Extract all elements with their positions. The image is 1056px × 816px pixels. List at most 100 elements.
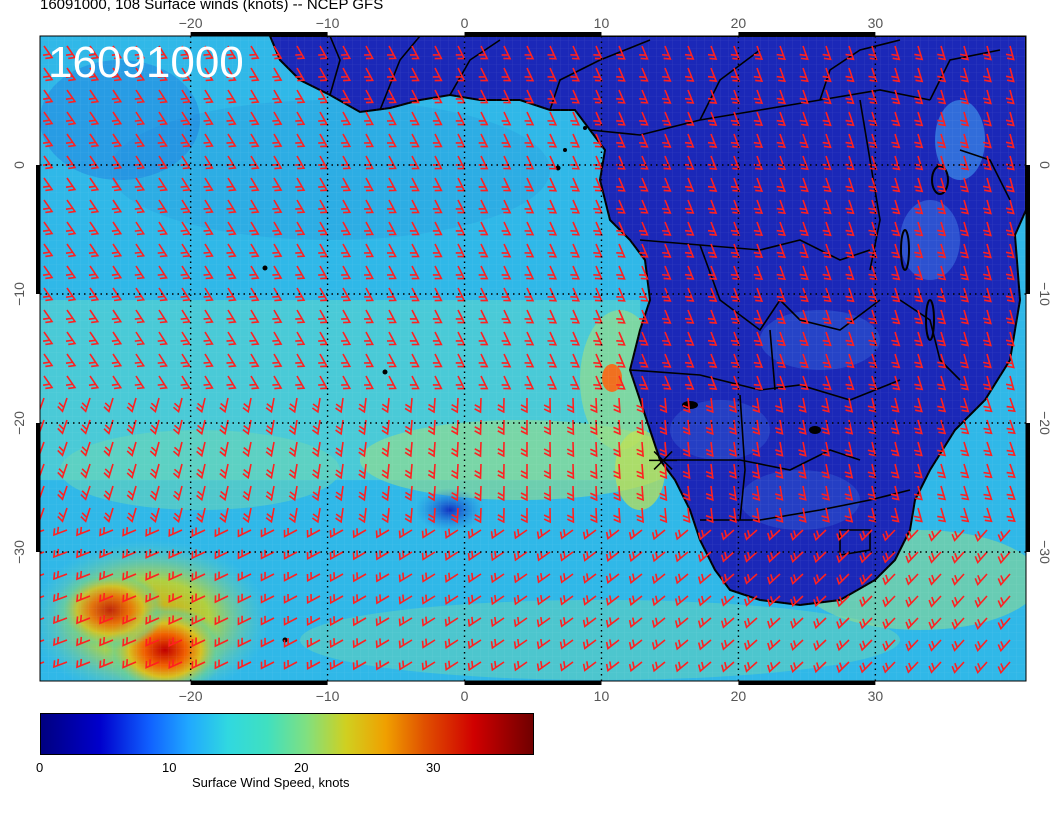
wind-barb: [951, 551, 965, 564]
wind-barb: [559, 573, 574, 584]
wind-barb: [914, 265, 924, 281]
wind-barb: [103, 441, 114, 457]
wind-barb: [478, 375, 489, 390]
wind-barb: [605, 639, 620, 650]
wind-barb: [822, 221, 832, 237]
wind-barb: [99, 549, 114, 559]
wind-barb: [242, 441, 252, 458]
wind-barb: [628, 573, 643, 585]
wind-barb: [776, 133, 786, 149]
wind-barb: [570, 111, 580, 126]
map-title: 16091000, 108 Surface winds (knots) -- N…: [40, 0, 384, 13]
wind-barb: [982, 265, 992, 281]
wind-barb: [636, 507, 644, 524]
wind-barb: [404, 441, 413, 458]
wind-barb: [432, 287, 443, 302]
wind-barb: [659, 507, 668, 524]
wind-barb: [65, 177, 77, 192]
wind-barb: [705, 463, 714, 480]
wind-barb: [937, 287, 947, 303]
wind-barb: [88, 221, 100, 236]
wind-barb: [776, 67, 786, 83]
wind-barb: [478, 265, 489, 280]
wind-barb: [80, 463, 91, 479]
wind-barb: [891, 331, 901, 347]
wind-barb: [868, 133, 878, 149]
wind-barb: [616, 287, 626, 302]
wind-barb: [559, 639, 574, 650]
wind-barb: [707, 133, 718, 148]
wind-barb: [283, 615, 298, 626]
wind-barb: [547, 287, 558, 302]
colorbar-tick-20: 20: [294, 760, 309, 775]
wind-barb: [432, 375, 443, 390]
wind-barb: [799, 89, 809, 105]
wind-barb: [409, 199, 420, 214]
wind-barb: [662, 353, 672, 368]
wind-barb: [180, 111, 191, 126]
wind-barb: [444, 572, 459, 583]
wind-barb: [76, 658, 91, 669]
wind-barb: [639, 353, 649, 368]
wind-barb: [543, 485, 551, 502]
wind-barb: [891, 309, 901, 325]
wind-barb: [684, 331, 695, 346]
wind-barb: [524, 309, 535, 324]
wind-barb: [937, 331, 947, 347]
wind-barb: [822, 67, 832, 83]
wind-barb: [822, 331, 832, 347]
wind-barb: [57, 463, 68, 479]
wind-barb: [398, 594, 413, 605]
wind-barb: [478, 331, 489, 346]
wind-barb: [844, 441, 854, 457]
wind-barb: [799, 111, 809, 127]
wind-barb: [157, 353, 168, 368]
wind-barb: [122, 615, 137, 625]
wind-barb: [520, 463, 528, 480]
wind-barb: [662, 287, 672, 302]
wind-barb: [168, 659, 183, 670]
wind-barb: [868, 177, 878, 193]
wind-barb: [868, 89, 878, 105]
wind-barb: [798, 419, 807, 435]
wind-barb: [157, 89, 168, 104]
wind-barb: [937, 265, 947, 281]
wind-barb: [753, 199, 764, 215]
wind-barb: [242, 463, 252, 480]
wind-barb: [753, 331, 764, 347]
wind-barb: [341, 177, 352, 192]
wind-barb: [364, 45, 374, 60]
wind-barb: [214, 659, 229, 670]
wind-barb: [219, 441, 229, 458]
wind-barb: [882, 617, 896, 630]
wind-barb: [753, 67, 764, 83]
axis-tick-labels: −20 −20 −10 −10 0 0 10 10 20 20 30 30 0 0 −10 −10 −20 −20…: [11, 15, 1053, 704]
wind-barb: [890, 441, 900, 457]
wind-barb: [65, 67, 77, 82]
wind-barb: [589, 419, 598, 436]
wind-barb: [651, 529, 666, 541]
wind-barb: [65, 133, 77, 148]
wind-barb: [260, 549, 275, 560]
wind-barb: [982, 111, 992, 127]
wind-barb: [283, 549, 298, 560]
wind-barb: [582, 529, 597, 540]
wind-barb: [605, 529, 620, 540]
wind-barb: [867, 507, 877, 523]
wind-barb: [335, 463, 344, 480]
wind-barb: [674, 661, 689, 673]
wind-barb: [311, 463, 321, 480]
wind-barb: [753, 133, 764, 149]
wind-barb: [890, 463, 900, 479]
wind-barb: [960, 243, 970, 259]
lat-tick-label: −10: [11, 282, 27, 306]
wind-barb: [868, 67, 878, 83]
wind-barb: [753, 111, 764, 127]
wind-barb: [478, 287, 489, 302]
wind-barb: [836, 661, 850, 674]
wind-barb: [157, 375, 168, 390]
wind-barb: [341, 375, 352, 390]
wind-barb: [1006, 441, 1016, 457]
wind-barb: [845, 45, 855, 61]
wind-barb: [951, 617, 965, 630]
